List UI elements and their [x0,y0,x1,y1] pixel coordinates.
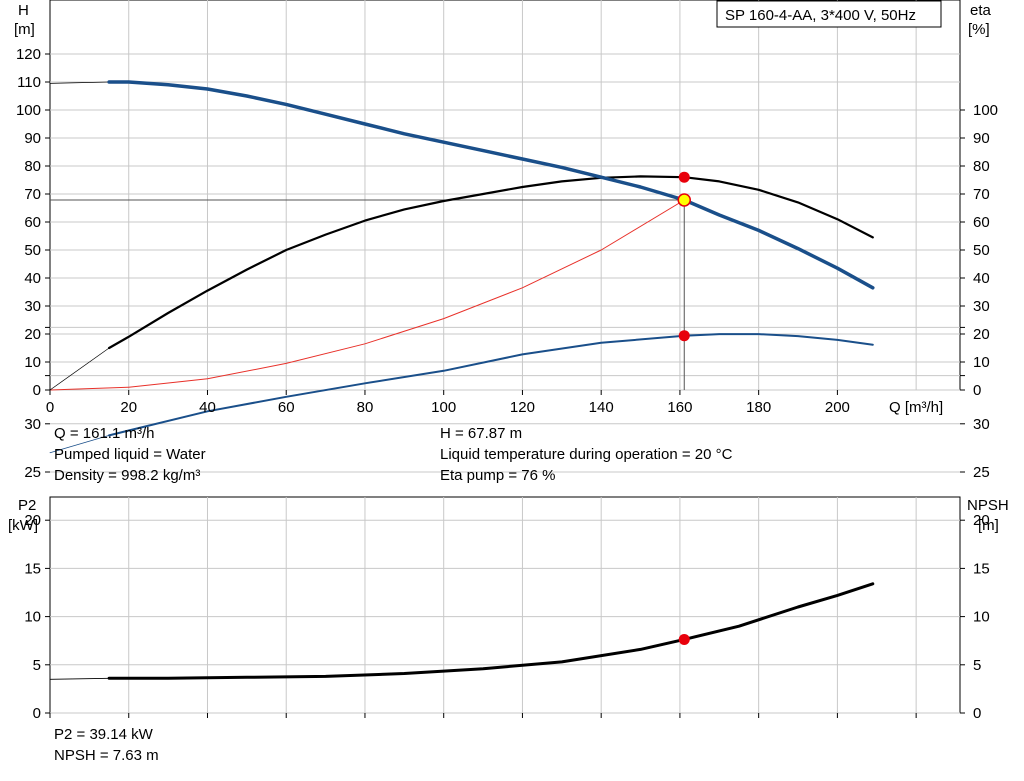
y-right-tick-label: 60 [973,214,990,231]
npsh-curve-extrapolated [49,677,110,680]
info-temperature: Liquid temperature during operation = 20… [440,446,733,463]
p2-tick-label: 5 [33,657,41,674]
y-right-tick-label: 30 [973,298,990,315]
duty-point-marker [677,193,692,207]
y-left-tick-label: 0 [33,382,41,399]
npsh-tick-label: 20 [973,512,990,529]
x-tick-label: 100 [431,399,456,416]
pump-label: SP 160-4-AA, 3*400 V, 50Hz [725,7,916,24]
info-p2: P2 = 39.14 kW [54,726,153,743]
y-left-tick-label: 90 [24,130,41,147]
npsh-tick-label: 0 [973,705,981,722]
p2-tick-label: 10 [24,609,41,626]
y-left-tick-label: 30 [24,298,41,315]
y-right-tick-label: 50 [973,242,990,259]
x-tick-label: 140 [589,399,614,416]
x-tick-label: 180 [746,399,771,416]
y-right-tick-label: 20 [973,326,990,343]
y-right-tick-label: 0 [973,382,981,399]
top-y-right-label-2: [%] [968,21,990,38]
p2-curve [108,333,874,437]
p2-curve-extrapolated [49,434,110,454]
y-left-tick-label: 100 [16,102,41,119]
eta-curve-extrapolated [49,347,110,391]
x-tick-label: 80 [357,399,374,416]
y-right-tick-label: 80 [973,158,990,175]
top-info-left: Q = 161.1 m³/h Pumped liquid = Water Den… [54,423,206,486]
p2-tick-label: 20 [24,512,41,529]
p2-tick-label: 15 [24,560,41,577]
bottom-info: P2 = 39.14 kW NPSH = 7.63 m [54,724,159,766]
bottom-y-right-label-2: [m] [978,517,999,534]
x-tick-label: 60 [278,399,295,416]
bottom-y-left-label-2: [kW] [8,517,38,534]
y-left-tick-label: 110 [17,74,41,91]
y-right-tick-label: 90 [973,130,990,147]
y-left-tick-label: 60 [24,214,41,231]
eta-curve [107,175,874,350]
y-left-tick-label: 10 [24,354,41,371]
y-left-tick-label: 70 [24,186,41,203]
x-tick-label: 120 [510,399,535,416]
bottom-plot-frame [49,496,961,714]
npsh-tick-label: 10 [973,609,990,626]
info-npsh: NPSH = 7.63 m [54,747,159,764]
y-right-tick-label: 40 [973,270,990,287]
x-tick-label: 200 [825,399,850,416]
info-eta: Eta pump = 76 % [440,467,556,484]
pump-label-box: SP 160-4-AA, 3*400 V, 50Hz [716,0,942,28]
top-y-right-label-1: eta [970,2,992,19]
npsh-tick-label: 30 [973,416,990,433]
npsh-duty-marker [678,633,690,645]
npsh-tick-label: 5 [973,657,981,674]
y-right-tick-label: 100 [973,102,998,119]
npsh-curve [107,582,875,680]
info-density: Density = 998.2 kg/m³ [54,467,201,484]
head-curve [107,80,875,290]
system-curve [49,199,685,391]
y-left-tick-label: 40 [24,270,41,287]
top-chart-grid [49,0,961,391]
y-left-tick-label: 50 [24,242,41,259]
npsh-tick-label: 15 [973,560,990,577]
eta-duty-marker [678,171,690,183]
npsh-tick-label: 25 [973,464,990,481]
y-right-tick-label: 10 [973,354,990,371]
p2-tick-label: 30 [24,416,41,433]
tick-labels: 0 20 40 60 80 100 120 140 160 180 2000102030405060… [16,46,998,722]
p2-duty-marker [678,330,690,342]
top-plot-frame [49,0,961,391]
x-tick-label: 160 [667,399,692,416]
p2-tick-label: 0 [33,705,41,722]
info-flow: Q = 161.1 m³/h [54,425,155,442]
top-info-right: H = 67.87 m Liquid temperature during op… [440,423,732,486]
x-tick-label: 20 [120,399,137,416]
top-y-left-label-1: H [18,2,29,19]
top-x-axis-label: Q [m³/h] [889,399,943,416]
info-liquid: Pumped liquid = Water [54,446,206,463]
p2-tick-label: 25 [24,464,41,481]
y-left-tick-label: 80 [24,158,41,175]
top-y-left-label-2: [m] [14,21,35,38]
info-head: H = 67.87 m [440,425,523,442]
bottom-y-left-label-1: P2 [18,497,36,514]
bottom-y-right-label-1: NPSH [967,497,1009,514]
x-tick-label: 0 [46,399,54,416]
curves-layer [49,80,875,680]
y-right-tick-label: 70 [973,186,990,203]
y-left-tick-label: 20 [24,326,41,343]
x-tick-label: 40 [199,399,216,416]
head-curve-extrapolated [49,81,110,84]
y-left-tick-label: 120 [16,46,41,63]
